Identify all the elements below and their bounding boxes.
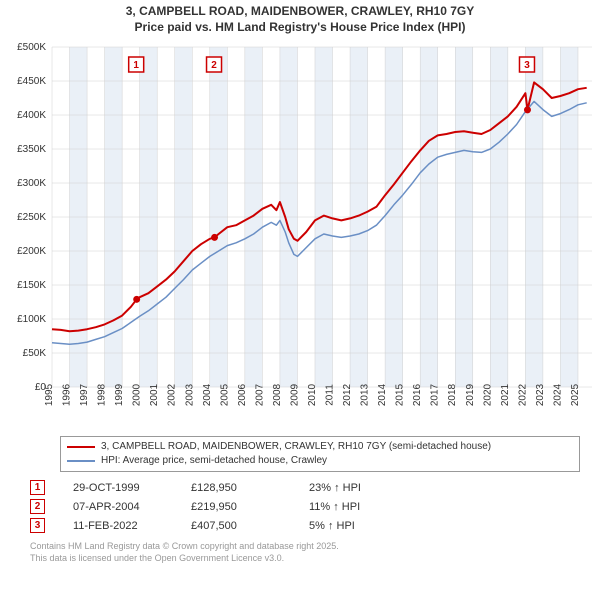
- svg-text:2008: 2008: [272, 384, 283, 407]
- sale-hpi-delta: 23% ↑ HPI: [309, 482, 399, 494]
- svg-text:1999: 1999: [114, 384, 125, 407]
- svg-text:2024: 2024: [552, 384, 563, 407]
- svg-text:2020: 2020: [482, 384, 493, 407]
- svg-text:2001: 2001: [149, 384, 160, 407]
- footer-line-2: This data is licensed under the Open Gov…: [30, 553, 580, 565]
- svg-text:2004: 2004: [202, 384, 213, 407]
- sale-marker-icon: 2: [30, 499, 45, 514]
- sale-date: 29-OCT-1999: [73, 482, 163, 494]
- footer: Contains HM Land Registry data © Crown c…: [30, 541, 580, 564]
- svg-text:2010: 2010: [307, 384, 318, 407]
- svg-text:1998: 1998: [97, 384, 108, 407]
- sale-hpi-delta: 5% ↑ HPI: [309, 520, 399, 532]
- svg-text:2019: 2019: [465, 384, 476, 407]
- sale-price: £407,500: [191, 520, 281, 532]
- svg-text:2011: 2011: [325, 384, 336, 406]
- title-line-1: 3, CAMPBELL ROAD, MAIDENBOWER, CRAWLEY, …: [0, 4, 600, 20]
- legend-swatch-property: [67, 446, 95, 448]
- svg-text:2: 2: [211, 60, 217, 71]
- svg-text:1996: 1996: [62, 384, 73, 407]
- svg-text:2016: 2016: [412, 384, 423, 407]
- svg-text:2022: 2022: [517, 384, 528, 407]
- svg-text:£100K: £100K: [17, 314, 46, 325]
- svg-text:2007: 2007: [254, 384, 265, 407]
- svg-text:2006: 2006: [237, 384, 248, 407]
- svg-text:£250K: £250K: [17, 212, 46, 223]
- svg-text:2014: 2014: [377, 384, 388, 407]
- legend-row-property: 3, CAMPBELL ROAD, MAIDENBOWER, CRAWLEY, …: [67, 440, 573, 454]
- svg-text:£150K: £150K: [17, 280, 46, 291]
- legend-label-hpi: HPI: Average price, semi-detached house,…: [101, 454, 327, 468]
- svg-text:£350K: £350K: [17, 144, 46, 155]
- svg-text:1995: 1995: [44, 384, 55, 407]
- svg-text:2021: 2021: [500, 384, 511, 407]
- svg-text:2018: 2018: [447, 384, 458, 407]
- sale-price: £128,950: [191, 482, 281, 494]
- chart-svg: £0£50K£100K£150K£200K£250K£300K£350K£400…: [2, 37, 598, 432]
- sale-marker-icon: 1: [30, 480, 45, 495]
- title-line-2: Price paid vs. HM Land Registry's House …: [0, 20, 600, 36]
- sale-price: £219,950: [191, 501, 281, 513]
- footer-line-1: Contains HM Land Registry data © Crown c…: [30, 541, 580, 553]
- svg-text:£500K: £500K: [17, 42, 46, 53]
- svg-text:2025: 2025: [570, 384, 581, 407]
- sale-date: 07-APR-2004: [73, 501, 163, 513]
- sales-table: 1 29-OCT-1999 £128,950 23% ↑ HPI 2 07-APR-200…: [30, 478, 580, 535]
- svg-text:2009: 2009: [289, 384, 300, 407]
- svg-text:2023: 2023: [535, 384, 546, 407]
- svg-text:2003: 2003: [184, 384, 195, 407]
- legend-row-hpi: HPI: Average price, semi-detached house,…: [67, 454, 573, 468]
- legend: 3, CAMPBELL ROAD, MAIDENBOWER, CRAWLEY, …: [60, 436, 580, 472]
- price-chart: £0£50K£100K£150K£200K£250K£300K£350K£400…: [2, 37, 598, 432]
- svg-text:2012: 2012: [342, 384, 353, 407]
- chart-title: 3, CAMPBELL ROAD, MAIDENBOWER, CRAWLEY, …: [0, 0, 600, 37]
- legend-label-property: 3, CAMPBELL ROAD, MAIDENBOWER, CRAWLEY, …: [101, 440, 491, 454]
- svg-text:£200K: £200K: [17, 246, 46, 257]
- svg-text:£400K: £400K: [17, 110, 46, 121]
- sales-row: 1 29-OCT-1999 £128,950 23% ↑ HPI: [30, 478, 580, 497]
- svg-text:£50K: £50K: [23, 348, 47, 359]
- sales-row: 3 11-FEB-2022 £407,500 5% ↑ HPI: [30, 516, 580, 535]
- svg-text:2015: 2015: [395, 384, 406, 407]
- sale-date: 11-FEB-2022: [73, 520, 163, 532]
- svg-text:1: 1: [133, 60, 139, 71]
- sales-row: 2 07-APR-2004 £219,950 11% ↑ HPI: [30, 497, 580, 516]
- svg-text:2002: 2002: [167, 384, 178, 407]
- sale-marker-icon: 3: [30, 518, 45, 533]
- sale-hpi-delta: 11% ↑ HPI: [309, 501, 399, 513]
- svg-text:2013: 2013: [360, 384, 371, 407]
- svg-text:£300K: £300K: [17, 178, 46, 189]
- svg-text:2005: 2005: [219, 384, 230, 407]
- svg-text:1997: 1997: [79, 384, 90, 407]
- svg-text:£450K: £450K: [17, 76, 46, 87]
- legend-swatch-hpi: [67, 460, 95, 462]
- svg-text:2017: 2017: [430, 384, 441, 407]
- svg-text:3: 3: [524, 60, 530, 71]
- svg-text:2000: 2000: [132, 384, 143, 407]
